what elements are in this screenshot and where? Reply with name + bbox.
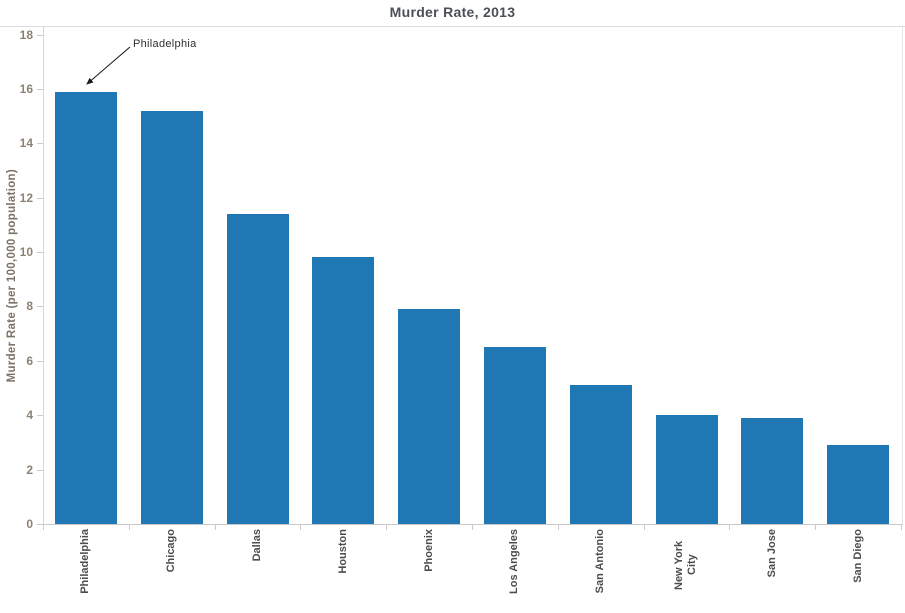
annotation-label: Philadelphia	[133, 38, 197, 50]
x-label-text-phoenix: Phoenix	[422, 529, 435, 572]
x-tick-mark-3	[300, 525, 302, 530]
y-tick-label-14: 14	[19, 136, 33, 151]
bar-san-diego[interactable]	[827, 445, 890, 524]
x-label-san-diego: San Diego	[815, 529, 901, 611]
x-label-text-new-york-city: New York City	[673, 540, 699, 590]
x-tick-mark-0	[43, 525, 44, 530]
x-tick-mark-8	[729, 525, 731, 530]
y-tick-mark-14	[37, 143, 43, 144]
y-tick-mark-16	[37, 89, 43, 90]
x-tick-mark-1	[128, 525, 130, 530]
bar-chicago[interactable]	[140, 110, 203, 524]
annotation-arrow-icon	[86, 46, 131, 85]
x-tick-mark-2	[214, 525, 216, 530]
x-label-text-houston: Houston	[336, 529, 349, 574]
bar-los-angeles[interactable]	[483, 347, 546, 524]
x-tick-mark-10	[901, 525, 902, 530]
x-tick-mark-4	[386, 525, 388, 530]
title-divider	[0, 26, 905, 27]
x-tick-mark-6	[557, 525, 559, 530]
y-tick-label-18: 18	[19, 27, 33, 42]
y-tick-label-6: 6	[26, 353, 33, 368]
x-label-text-philadelphia: Philadelphia	[79, 529, 92, 594]
y-tick-label-4: 4	[26, 408, 33, 423]
x-label-san-antonio: San Antonio	[558, 529, 644, 611]
chart-title: Murder Rate, 2013	[389, 4, 516, 20]
x-label-dallas: Dallas	[215, 529, 301, 611]
y-tick-label-12: 12	[19, 190, 33, 205]
x-label-new-york-city: New York City	[644, 529, 730, 611]
x-label-san-jose: San Jose	[729, 529, 815, 611]
y-tick-mark-10	[37, 252, 43, 253]
y-tick-label-10: 10	[19, 245, 33, 260]
x-label-text-chicago: Chicago	[165, 529, 178, 573]
x-label-los-angeles: Los Angeles	[472, 529, 558, 611]
x-label-text-los-angeles: Los Angeles	[508, 529, 521, 594]
y-tick-mark-0	[37, 524, 43, 525]
x-label-text-san-diego: San Diego	[851, 529, 864, 583]
y-tick-label-16: 16	[19, 81, 33, 96]
y-tick-label-2: 2	[26, 462, 33, 477]
y-tick-label-8: 8	[26, 299, 33, 314]
x-label-philadelphia: Philadelphia	[43, 529, 129, 611]
x-tick-mark-7	[643, 525, 645, 530]
x-tick-mark-5	[472, 525, 473, 530]
y-tick-mark-8	[37, 306, 43, 307]
x-label-phoenix: Phoenix	[386, 529, 472, 611]
x-tick-mark-9	[815, 525, 817, 530]
y-tick-mark-6	[37, 361, 43, 362]
y-tick-label-0: 0	[26, 517, 33, 531]
bar-san-antonio[interactable]	[569, 385, 632, 524]
bar-dallas[interactable]	[226, 213, 289, 524]
plot-area	[43, 27, 903, 525]
bar-new-york-city[interactable]	[655, 415, 718, 524]
bar-houston[interactable]	[312, 257, 375, 524]
x-label-text-san-antonio: San Antonio	[594, 529, 607, 594]
y-tick-mark-18	[37, 35, 43, 36]
bar-san-jose[interactable]	[741, 417, 804, 524]
y-tick-mark-2	[37, 470, 43, 471]
bar-phoenix[interactable]	[398, 309, 461, 524]
y-axis-title: Murder Rate (per 100,000 population)	[6, 27, 18, 524]
y-tick-mark-12	[37, 198, 43, 199]
bar-philadelphia[interactable]	[54, 91, 117, 524]
x-label-text-dallas: Dallas	[250, 529, 263, 562]
x-label-text-san-jose: San Jose	[765, 529, 778, 578]
x-label-chicago: Chicago	[129, 529, 215, 611]
x-label-houston: Houston	[300, 529, 386, 611]
y-tick-mark-4	[37, 415, 43, 416]
